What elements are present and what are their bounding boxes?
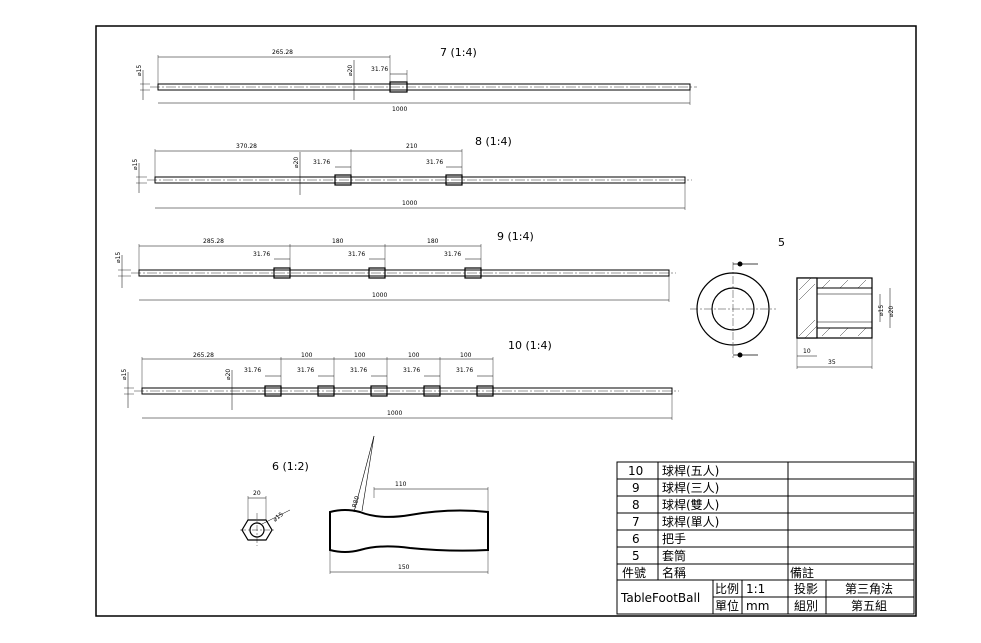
header-name: 名稱 [662,565,686,580]
drawing-name: TableFootBall [620,591,700,605]
part-name-8: 球桿(雙人) [662,497,719,512]
view-part-10: 10 (1:4) 265.28 100 100 100 100 31.76 31… [121,339,679,420]
dimension-label: ⌀20 [225,369,232,380]
parts-list-rows: 10 球桿(五人) 9 球桿(三人) 8 球桿(雙人) 7 球桿(單人) 6 把… [622,463,814,580]
part-no-7: 7 [632,515,640,529]
view-part-7: 7 (1:4) 265.28 31.76 ⌀20 ⌀15 1000 [136,46,697,113]
dimension-label: 180 [427,238,439,245]
dimension-label: 31.76 [456,367,473,374]
dimension-label: 370.28 [236,143,257,150]
dimension-label: 35 [828,359,836,366]
dimension-label: 31.76 [444,251,461,258]
dimension-label: 100 [408,352,420,359]
view-part-5: 5 ⌀15 ⌀20 10 [690,236,895,369]
part-name-7: 球桿(單人) [662,514,719,529]
part-name-5: 套筒 [662,548,686,563]
dimension-label: 100 [301,352,313,359]
dimension-label: 265.28 [272,49,293,56]
dimension-label: 31.76 [350,367,367,374]
part-no-5: 5 [632,549,640,563]
dimension-label: 組別 [794,599,818,613]
part-name-10: 球桿(五人) [662,463,719,478]
drawing-border [95,25,917,617]
part-no-10: 10 [628,464,643,478]
dimension-label: R80 [351,495,361,508]
dimension-label: ⌀20 [888,306,895,317]
dimension-label: mm [746,599,769,613]
dimension-label: 31.76 [244,367,261,374]
dimension-label: ⌀15 [132,159,139,170]
view-title-10: 10 (1:4) [508,339,552,352]
dimension-label: 100 [354,352,366,359]
dimension-label: ⌀15 [878,305,885,316]
dimension-label: 210 [406,143,418,150]
dimension-label: 1000 [392,106,407,113]
part-no-6: 6 [632,532,640,546]
dimension-label: 1000 [387,410,402,417]
dimension-label: 31.76 [313,159,330,166]
dimension-label: 單位 [715,598,739,613]
dimension-label: 1000 [372,292,387,299]
view-title-6: 6 (1:2) [272,460,309,473]
dimension-label: 31.76 [253,251,270,258]
dimension-label: ⌀20 [347,65,354,76]
dimension-label: 投影 [794,581,818,596]
dimension-label: 比例 [715,582,739,596]
dimension-label: 31.76 [297,367,314,374]
dimension-label: 31.76 [348,251,365,258]
parts-list [616,461,915,581]
dimension-label: ⌀20 [293,157,300,168]
dimension-label: 150 [398,564,410,571]
dimension-label: 100 [460,352,472,359]
title-block-text: TableFootBall 比例 1:1 單位 mm 投影 第三角法 組別 第五… [620,581,893,613]
header-note: 備註 [790,565,814,580]
view-title-8: 8 (1:4) [475,135,512,148]
dimension-label: 265.28 [193,352,214,359]
dimension-label: 第三角法 [845,582,893,596]
dimension-label: 1:1 [746,582,765,596]
dimension-label: 第五組 [851,599,887,613]
part-no-8: 8 [632,498,640,512]
dimension-label: 20 [253,490,261,497]
dimension-label: 31.76 [403,367,420,374]
dimension-label: ⌀15 [121,369,128,380]
dimension-label: ⌀15 [136,65,143,76]
view-part-9: 9 (1:4) 285.28 180 180 31.76 31.76 31.76… [115,230,676,302]
part-name-9: 球桿(三人) [662,480,719,495]
view-title-9: 9 (1:4) [497,230,534,243]
view-part-8: 8 (1:4) 370.28 210 31.76 31.76 ⌀20 ⌀15 1… [132,135,692,210]
part-no-9: 9 [632,481,640,495]
dimension-label: 110 [395,481,407,488]
dimension-label: 180 [332,238,344,245]
header-no: 件號 [622,566,646,580]
dimension-label: 285.28 [203,238,224,245]
dimension-label: ⌀15 [115,252,122,263]
title-block [616,579,915,615]
view-title-5: 5 [778,236,785,249]
dimension-label: 31.76 [426,159,443,166]
dimension-label: 10 [803,348,811,355]
part-name-6: 把手 [662,532,686,546]
view-title-7: 7 (1:4) [440,46,477,59]
dimension-label: 31.76 [371,66,388,73]
dimension-label: 1000 [402,200,417,207]
